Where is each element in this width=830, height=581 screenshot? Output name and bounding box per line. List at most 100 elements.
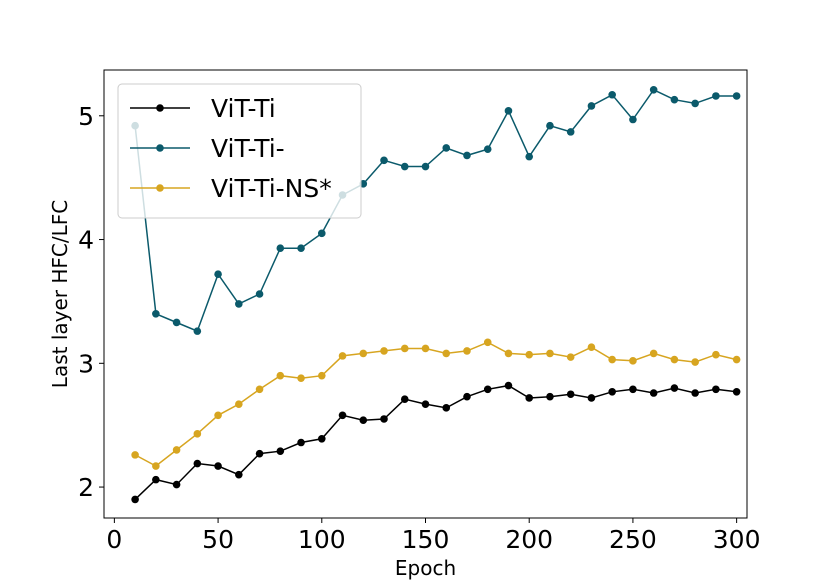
legend-label-0: ViT-Ti: [211, 94, 276, 123]
data-point-s1-16: [463, 151, 471, 160]
data-point-s2-10: [338, 352, 347, 360]
data-point-s2-24: [629, 357, 637, 365]
data-point-s1-12: [380, 156, 388, 165]
data-point-s0-3: [193, 459, 202, 468]
data-point-s2-25: [649, 349, 658, 358]
data-point-s0-22: [587, 394, 596, 402]
data-point-s1-15: [442, 144, 451, 152]
data-point-s0-15: [442, 404, 451, 412]
data-point-s2-17: [483, 338, 492, 347]
y-tick-label-2: 4: [78, 226, 94, 255]
data-point-s0-14: [421, 400, 430, 408]
x-tick-label-0: 0: [106, 525, 122, 554]
data-point-s1-29: [732, 92, 741, 100]
data-point-s1-24: [629, 115, 637, 124]
legend: ViT-Ti ViT-Ti- ViT-Ti-NS*: [117, 83, 362, 219]
data-point-s2-16: [463, 347, 471, 355]
data-point-s2-27: [691, 358, 699, 366]
legend-label-1: ViT-Ti-: [211, 134, 285, 163]
data-point-s1-28: [712, 92, 720, 100]
legend-marker-0: [156, 104, 164, 112]
data-point-s2-7: [276, 371, 285, 380]
data-point-s2-28: [712, 350, 720, 359]
data-point-s1-13: [400, 162, 409, 171]
data-point-s2-13: [400, 344, 409, 353]
y-axis-label: Last layer HFC/LFC: [48, 200, 72, 388]
data-point-s1-21: [566, 128, 575, 136]
data-point-s0-1: [152, 475, 160, 484]
data-point-s2-3: [193, 430, 202, 438]
data-point-s0-26: [670, 384, 679, 392]
data-point-s0-23: [608, 387, 616, 396]
legend-marker-1: [156, 144, 164, 152]
x-tick-label-4: 200: [505, 525, 553, 554]
data-point-s0-12: [380, 415, 388, 423]
data-point-s0-11: [359, 416, 368, 425]
data-point-s2-8: [297, 374, 305, 382]
data-point-s0-7: [276, 447, 285, 455]
data-point-s0-2: [172, 480, 181, 489]
data-point-s2-2: [172, 446, 181, 454]
data-point-s1-23: [608, 90, 616, 99]
data-point-s0-16: [463, 392, 471, 401]
data-point-s1-22: [587, 102, 596, 110]
data-point-s2-19: [525, 350, 534, 359]
data-point-s0-17: [483, 385, 492, 394]
data-point-s1-8: [297, 244, 305, 253]
data-point-s0-13: [400, 395, 409, 403]
x-tick-label-3: 150: [402, 525, 450, 554]
data-point-s1-6: [255, 290, 264, 298]
data-point-s2-5: [235, 400, 243, 408]
legend-box: [117, 83, 362, 219]
y-tick-label-1: 3: [78, 349, 94, 378]
data-point-s1-20: [546, 121, 554, 130]
data-point-s0-5: [235, 470, 243, 479]
data-point-s2-21: [566, 353, 575, 361]
data-point-s2-1: [152, 462, 160, 470]
data-point-s1-2: [172, 318, 181, 327]
series-line-1: [134, 88, 737, 333]
y-tick-label-3: 5: [78, 102, 94, 131]
data-point-s1-3: [193, 327, 202, 335]
x-tick-label-6: 300: [713, 525, 761, 554]
data-point-s2-6: [255, 385, 264, 394]
data-point-s0-10: [338, 411, 347, 420]
data-point-s0-27: [691, 389, 699, 397]
data-point-s1-19: [525, 152, 534, 161]
data-point-s1-26: [670, 95, 679, 104]
data-point-s2-26: [670, 355, 679, 364]
data-point-s0-29: [732, 387, 741, 396]
x-axis-label: Epoch: [395, 556, 456, 580]
data-point-s2-11: [359, 349, 368, 358]
data-point-s0-4: [214, 462, 222, 470]
data-point-s2-23: [608, 355, 616, 364]
data-point-s2-14: [421, 344, 430, 353]
data-point-s1-5: [235, 300, 243, 308]
legend-marker-2: [156, 184, 164, 192]
data-point-s1-27: [691, 99, 699, 108]
data-point-s0-21: [566, 390, 575, 399]
data-point-s0-8: [297, 438, 305, 447]
data-point-s0-9: [317, 434, 326, 443]
data-point-s0-6: [255, 449, 264, 458]
data-point-s1-14: [421, 162, 430, 171]
y-tick-label-0: 2: [78, 473, 94, 502]
legend-label-2: ViT-Ti-NS*: [211, 174, 332, 203]
data-point-s1-18: [504, 107, 513, 115]
data-point-s0-0: [131, 495, 139, 504]
data-point-s2-9: [317, 371, 326, 380]
data-point-s2-22: [587, 343, 596, 352]
data-point-s1-25: [649, 86, 658, 94]
data-point-s1-1: [152, 310, 160, 318]
data-point-s1-4: [214, 270, 222, 278]
data-point-s0-25: [649, 389, 658, 397]
data-point-s1-17: [483, 145, 492, 154]
data-point-s0-20: [546, 392, 554, 401]
data-point-s2-0: [131, 451, 139, 459]
data-point-s2-29: [732, 355, 741, 364]
axis-ticks: 0 50 100 150 200 250 300 2 3 4 5: [78, 102, 760, 554]
data-point-s0-19: [525, 394, 534, 402]
data-point-s1-9: [317, 229, 326, 238]
data-point-s2-20: [546, 349, 554, 358]
